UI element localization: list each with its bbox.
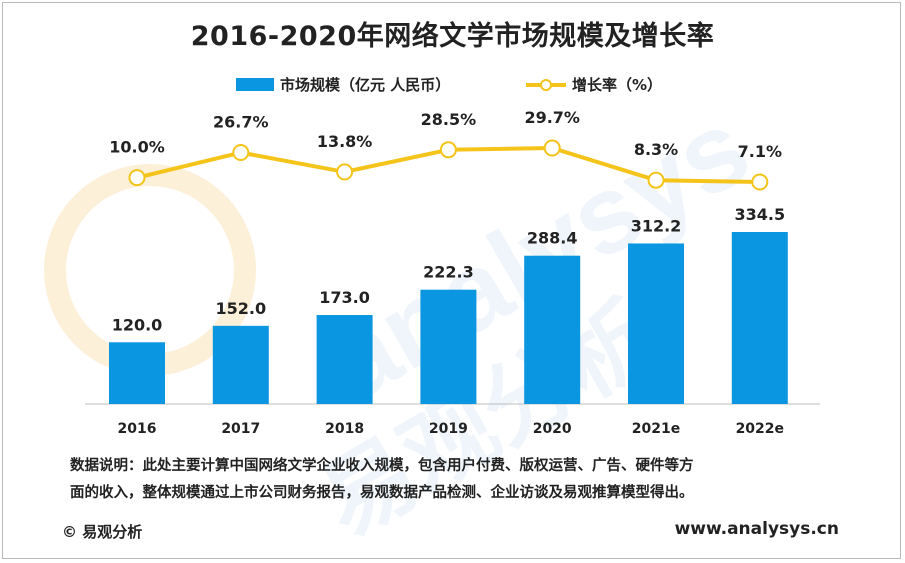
growth-point-2022e — [751, 173, 769, 191]
legend-swatch-bar — [236, 78, 274, 91]
bar-2018 — [316, 315, 373, 404]
growth-point-2019 — [439, 141, 457, 159]
legend-item-bar: 市场规模（亿元 人民币） — [236, 74, 450, 95]
bar-label-2019: 222.3 — [423, 263, 474, 282]
growth-label-2021e: 8.3% — [634, 140, 678, 159]
growth-label-2018: 13.8% — [317, 132, 373, 151]
data-note-line-1: 数据说明：此处主要计算中国网络文学企业收入规模，包含用户付费、版权运营、广告、硬… — [70, 458, 694, 474]
legend-swatch-line — [526, 78, 566, 91]
footer-website[interactable]: www.analysys.cn — [674, 519, 839, 539]
bar-label-2018: 173.0 — [319, 288, 370, 307]
bar-label-2016: 120.0 — [112, 315, 163, 334]
growth-point-2021e — [647, 171, 665, 189]
legend: 市场规模（亿元 人民币） 增长率（%） — [0, 74, 905, 96]
growth-point-2018 — [336, 163, 354, 181]
x-tick-2017: 2017 — [221, 421, 260, 437]
bar-2016 — [109, 342, 165, 404]
growth-point-2017 — [232, 144, 250, 162]
bar-label-2021e: 312.2 — [631, 216, 682, 235]
growth-label-2016: 10.0% — [109, 138, 165, 157]
bar-2021e — [628, 243, 684, 404]
x-tick-2016: 2016 — [118, 421, 157, 437]
growth-label-2020: 29.7% — [524, 108, 580, 127]
legend-item-line: 增长率（%） — [526, 74, 662, 95]
bar-2017 — [212, 325, 269, 404]
bar-label-2020: 288.4 — [527, 229, 578, 248]
bar-label-2022e: 334.5 — [734, 205, 785, 224]
x-tick-2021e: 2021e — [632, 421, 680, 437]
growth-point-2020 — [543, 139, 561, 157]
x-tick-2022e: 2022e — [736, 421, 784, 437]
bar-2019 — [420, 289, 477, 404]
growth-point-2016 — [128, 169, 146, 187]
growth-label-2022e: 7.1% — [738, 142, 782, 161]
x-tick-2019: 2019 — [429, 421, 468, 437]
bar-label-2017: 152.0 — [215, 299, 266, 318]
x-tick-2018: 2018 — [325, 421, 364, 437]
bar-2022e — [731, 232, 788, 404]
legend-label-bar: 市场规模（亿元 人民币） — [280, 76, 451, 94]
footer-copyright: © 易观分析 — [62, 523, 143, 541]
data-note: 数据说明：此处主要计算中国网络文学企业收入规模，包含用户付费、版权运营、广告、硬… — [70, 453, 870, 507]
x-tick-2020: 2020 — [533, 421, 572, 437]
growth-label-2019: 28.5% — [421, 110, 477, 129]
legend-label-line: 增长率（%） — [572, 76, 663, 94]
chart-title: 2016-2020年网络文学市场规模及增长率 — [190, 21, 715, 52]
bar-2020 — [524, 255, 581, 404]
growth-label-2017: 26.7% — [213, 113, 269, 132]
data-note-line-2: 面的收入，整体规模通过上市公司财务报告，易观数据产品检测、企业访谈及易观推算模型… — [70, 485, 694, 501]
